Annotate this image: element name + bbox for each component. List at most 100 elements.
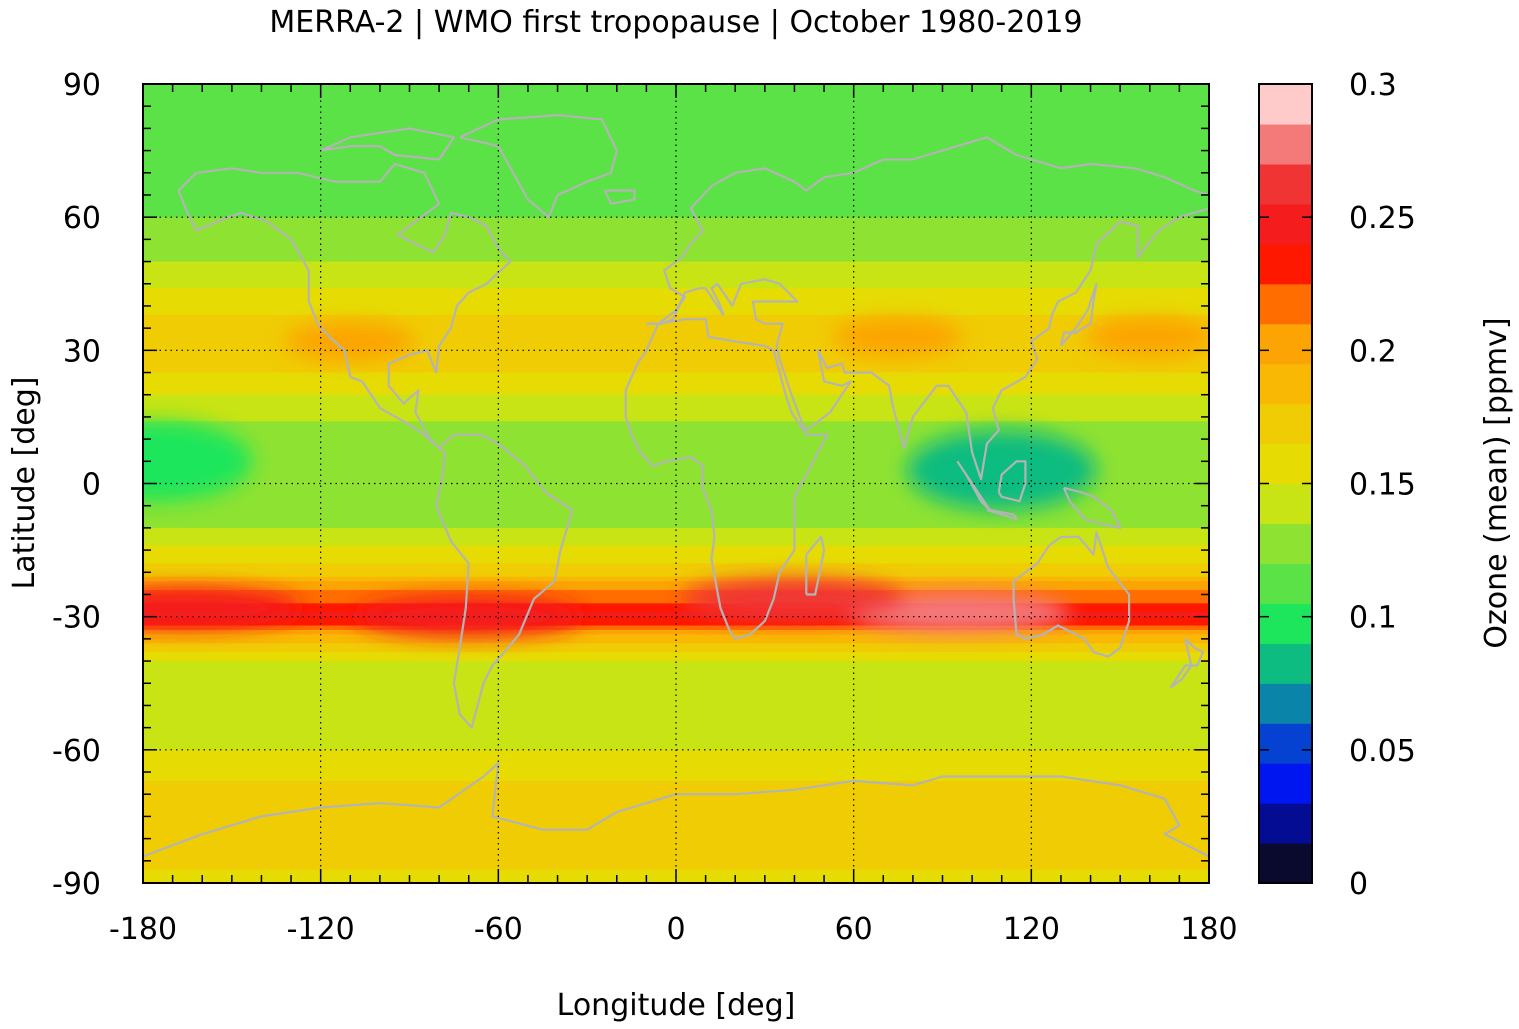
lat-band xyxy=(143,443,1209,449)
x-tick-label: -120 xyxy=(287,912,355,947)
lat-band xyxy=(143,447,1209,454)
x-tick-label: 0 xyxy=(666,912,685,947)
lat-band xyxy=(143,261,1209,267)
lat-band xyxy=(143,656,1209,662)
coastlines xyxy=(143,114,1209,858)
lat-band xyxy=(143,820,1209,827)
lat-band xyxy=(143,243,1209,250)
colorbar-tick-label: 0.2 xyxy=(1349,334,1397,369)
x-tick-label: 120 xyxy=(1003,912,1060,947)
colorbar: 0 0.05 0.1 0.15 0.2 0.25 0.3 xyxy=(1259,68,1416,902)
lat-band xyxy=(143,292,1209,298)
lat-band xyxy=(143,97,1209,103)
lat-band xyxy=(143,785,1209,791)
x-tick-label: -60 xyxy=(474,912,523,947)
colorbar-tick-label: 0.05 xyxy=(1349,734,1416,769)
lat-band xyxy=(143,128,1209,134)
lat-band xyxy=(143,123,1209,130)
lat-band xyxy=(143,740,1209,747)
lat-band xyxy=(143,860,1209,867)
lat-band xyxy=(143,585,1209,591)
lat-band xyxy=(143,150,1209,156)
coastline xyxy=(986,509,1018,521)
lat-band xyxy=(143,634,1209,640)
lat-band xyxy=(143,408,1209,414)
lat-band xyxy=(143,399,1209,405)
colorbar-level xyxy=(1259,763,1312,804)
lat-band xyxy=(143,101,1209,107)
lat-band xyxy=(143,678,1209,685)
colorbar-level xyxy=(1259,443,1312,485)
lat-band xyxy=(143,661,1209,667)
colorbar-tick-label: 0.25 xyxy=(1349,201,1416,236)
lat-band xyxy=(143,403,1209,409)
lat-band xyxy=(143,279,1209,285)
lat-band xyxy=(143,523,1209,529)
lat-band xyxy=(143,594,1209,600)
lat-band xyxy=(143,239,1209,245)
colorbar-level xyxy=(1259,84,1312,125)
lat-band xyxy=(143,430,1209,436)
lat-band xyxy=(143,683,1209,689)
lat-band xyxy=(143,514,1209,520)
lat-band xyxy=(143,172,1209,179)
lat-band xyxy=(143,709,1209,716)
coastline xyxy=(177,162,512,450)
lat-band xyxy=(143,106,1209,112)
lat-band xyxy=(143,590,1209,596)
y-tick-label: -30 xyxy=(52,601,101,636)
lat-band xyxy=(143,248,1209,254)
colorbar-level xyxy=(1259,283,1312,325)
coastline xyxy=(805,535,826,596)
lat-band xyxy=(143,745,1209,751)
lat-band xyxy=(143,603,1209,609)
chart-title: MERRA-2 | WMO first tropopause | October… xyxy=(269,5,1082,40)
lat-band xyxy=(143,532,1209,538)
ozone-anomalies xyxy=(143,317,1209,637)
coastline xyxy=(435,433,574,729)
lat-band xyxy=(143,190,1209,196)
colorbar-level xyxy=(1259,803,1312,844)
lat-band xyxy=(143,838,1209,844)
lat-band xyxy=(143,354,1209,361)
lat-band xyxy=(143,265,1209,272)
colorbar-level xyxy=(1259,483,1312,525)
ozone-feature xyxy=(143,421,253,502)
lat-band xyxy=(143,234,1209,241)
colorbar-level xyxy=(1259,243,1312,285)
lat-band xyxy=(143,421,1209,427)
coastline xyxy=(646,207,1209,481)
coastline xyxy=(1169,664,1193,689)
lat-band xyxy=(143,581,1209,587)
lat-band xyxy=(143,372,1209,378)
lat-band xyxy=(143,337,1209,343)
lat-band xyxy=(143,843,1209,849)
lat-band xyxy=(143,385,1209,392)
colorbar-level xyxy=(1259,363,1312,405)
lat-band xyxy=(143,177,1209,183)
lat-band xyxy=(143,314,1209,321)
x-tick-label: -180 xyxy=(109,912,177,947)
lat-band xyxy=(143,789,1209,796)
lat-band xyxy=(143,199,1209,205)
lat-band xyxy=(143,705,1209,711)
lat-band xyxy=(143,519,1209,525)
lat-band xyxy=(143,257,1209,263)
lat-band xyxy=(143,510,1209,516)
lat-band xyxy=(143,501,1209,507)
lat-band xyxy=(143,794,1209,800)
lat-band xyxy=(143,359,1209,365)
lat-band xyxy=(143,270,1209,276)
colorbar-level xyxy=(1259,563,1312,604)
lat-band xyxy=(143,701,1209,707)
lat-band xyxy=(143,545,1209,551)
lat-band xyxy=(143,772,1209,778)
colorbar-tick-label: 0.1 xyxy=(1349,601,1397,636)
lat-band xyxy=(143,816,1209,822)
colorbar-tick-label: 0 xyxy=(1349,867,1368,902)
grid-lines xyxy=(143,84,1209,883)
coastline xyxy=(1184,638,1205,667)
coastline xyxy=(143,762,1209,858)
lat-band xyxy=(143,723,1209,729)
